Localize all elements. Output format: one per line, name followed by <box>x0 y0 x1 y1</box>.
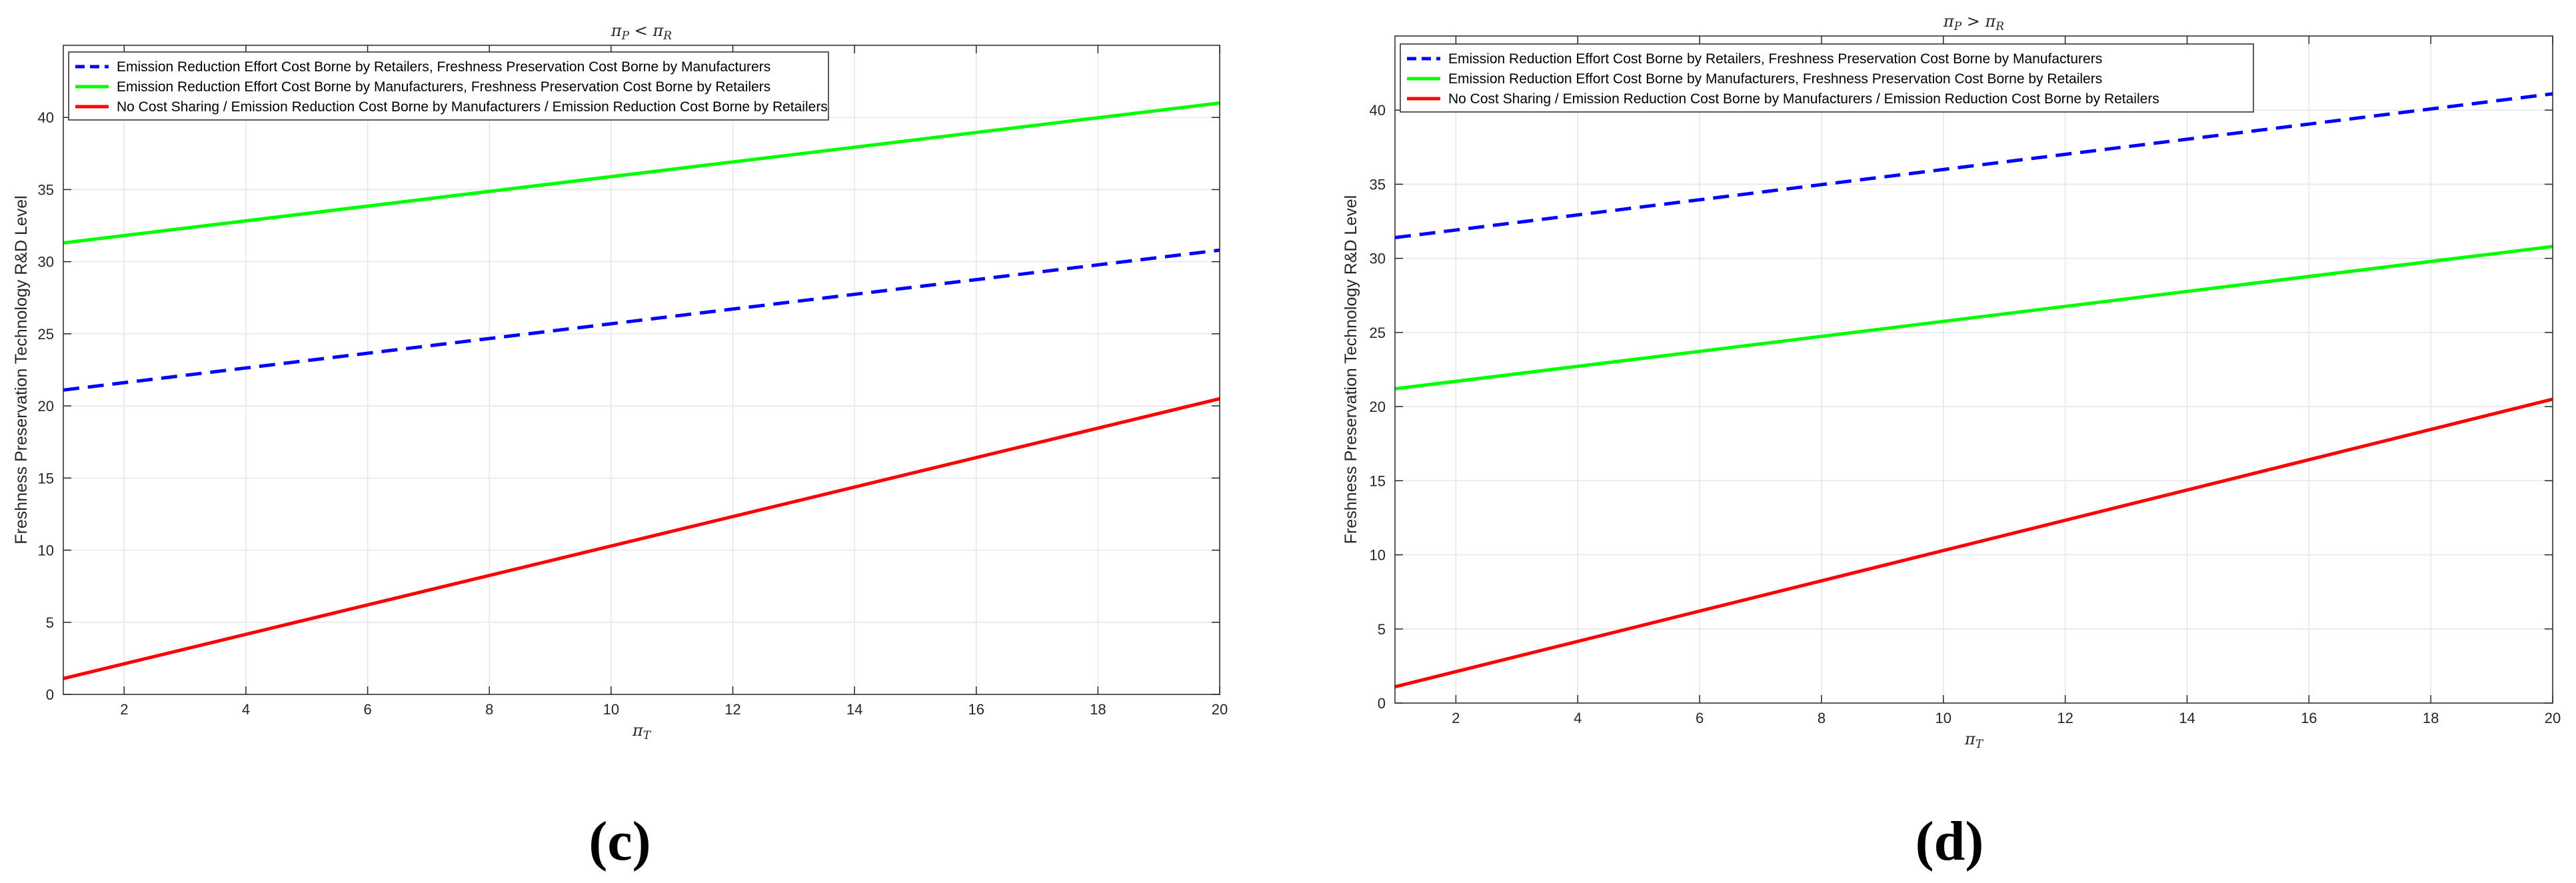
title-subscript: R <box>1995 20 2004 33</box>
axes-box <box>1394 35 2553 704</box>
x-tick-label: 4 <box>1574 710 1582 726</box>
title-symbol: π <box>652 21 664 40</box>
legend-entry: Emission Reduction Effort Cost Borne by … <box>117 79 770 95</box>
x-tick-label: 8 <box>485 701 493 718</box>
x-axis-label: πT <box>1964 730 1984 751</box>
y-tick-label: 40 <box>38 109 54 126</box>
x-tick-label: 12 <box>724 701 740 718</box>
title-symbol: π <box>611 21 623 40</box>
x-tick-label: 14 <box>2179 710 2195 726</box>
y-tick-label: 25 <box>1370 325 1386 341</box>
y-tick-label: 10 <box>38 542 54 559</box>
legend: Emission Reduction Effort Cost Borne by … <box>1400 43 2254 113</box>
series-line-blue <box>1394 92 2553 240</box>
title-symbol: π <box>1985 12 1997 31</box>
title-subscript: R <box>662 29 672 43</box>
panel-label: (c) <box>589 810 650 872</box>
y-tick-label: 0 <box>1378 695 1386 712</box>
x-tick-label: 6 <box>1696 710 1704 726</box>
legend-box <box>1400 43 2254 113</box>
y-tick-label: 35 <box>38 181 54 198</box>
x-tick-label: 10 <box>1935 710 1951 726</box>
legend-entry: Emission Reduction Effort Cost Borne by … <box>1448 71 2102 87</box>
x-tick-label: 16 <box>2301 710 2317 726</box>
series-line-green <box>1394 245 2553 391</box>
x-tick-label: 2 <box>1452 710 1460 726</box>
x-tick-label: 20 <box>2545 710 2561 726</box>
x-axis-subscript: T <box>1975 738 1984 751</box>
x-tick-label: 12 <box>2057 710 2073 726</box>
plot-area <box>63 45 1220 694</box>
x-tick-label: 14 <box>846 701 862 718</box>
x-tick-label: 10 <box>603 701 619 718</box>
chart-title: πP < πR <box>611 21 672 43</box>
axes-box <box>63 45 1220 695</box>
series-line-red <box>63 397 1220 680</box>
x-axis-symbol: π <box>1964 730 1976 748</box>
title-operator: > <box>1961 12 1985 31</box>
legend: Emission Reduction Effort Cost Borne by … <box>68 51 829 121</box>
x-tick-label: 2 <box>120 701 128 718</box>
series-line-red <box>1394 397 2553 688</box>
legend-box <box>68 51 829 121</box>
series-line-green <box>63 101 1220 245</box>
y-tick-label: 15 <box>38 470 54 486</box>
plot-area <box>1395 36 2553 703</box>
legend-entry: No Cost Sharing / Emission Reduction Cos… <box>117 99 828 115</box>
title-operator: < <box>629 21 652 40</box>
panel-label: (d) <box>1916 810 1984 872</box>
y-tick-label: 25 <box>38 326 54 343</box>
series-line-blue <box>63 248 1220 392</box>
title-subscript: P <box>1953 20 1962 33</box>
y-tick-label: 10 <box>1370 547 1386 564</box>
x-axis-symbol: π <box>632 721 644 740</box>
y-tick-label: 5 <box>1378 621 1386 638</box>
x-tick-label: 4 <box>242 701 250 718</box>
legend-entry: Emission Reduction Effort Cost Borne by … <box>1448 51 2102 67</box>
x-tick-label: 18 <box>1090 701 1106 718</box>
y-tick-label: 0 <box>46 686 54 703</box>
y-axis-label: Freshness Preservation Technology R&D Le… <box>1342 195 1360 544</box>
legend-entry: Emission Reduction Effort Cost Borne by … <box>117 59 770 75</box>
y-tick-label: 35 <box>1370 176 1386 193</box>
x-tick-label: 8 <box>1818 710 1826 726</box>
x-tick-label: 16 <box>968 701 984 718</box>
x-tick-label: 6 <box>363 701 371 718</box>
x-axis-subscript: T <box>643 729 652 742</box>
x-tick-label: 18 <box>2423 710 2439 726</box>
y-tick-label: 20 <box>1370 399 1386 415</box>
y-axis-label: Freshness Preservation Technology R&D Le… <box>12 195 31 544</box>
chart-title: πP > πR <box>1943 12 2004 33</box>
y-tick-label: 5 <box>46 614 54 631</box>
y-tick-label: 20 <box>38 398 54 415</box>
y-tick-label: 15 <box>1370 472 1386 489</box>
y-tick-label: 30 <box>1370 251 1386 267</box>
title-symbol: π <box>1943 12 1955 31</box>
y-tick-label: 30 <box>38 254 54 271</box>
y-tick-label: 40 <box>1370 102 1386 119</box>
x-tick-label: 20 <box>1212 701 1228 718</box>
legend-entry: No Cost Sharing / Emission Reduction Cos… <box>1448 91 2159 107</box>
title-subscript: P <box>621 29 630 43</box>
x-axis-label: πT <box>632 721 652 742</box>
